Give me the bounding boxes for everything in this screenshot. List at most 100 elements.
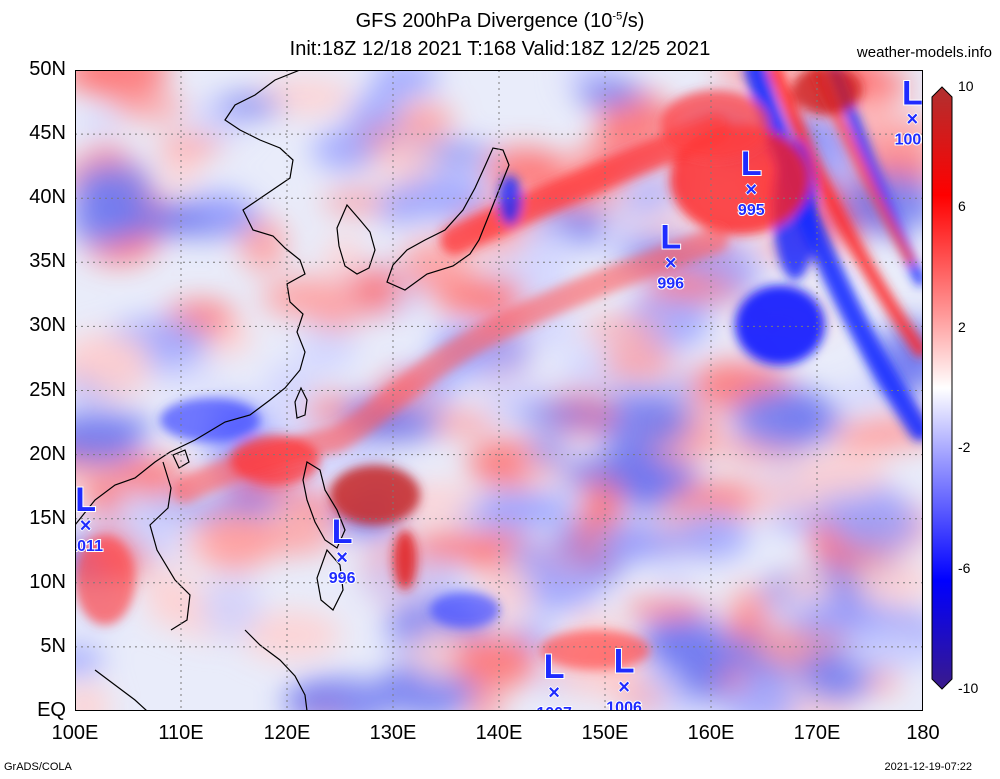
low-center-marker: × (618, 677, 630, 699)
lat-label: 20N (29, 442, 66, 465)
field-patch (601, 345, 676, 381)
field-patch (589, 391, 692, 452)
lon-label: 150E (581, 722, 629, 744)
field-patch (656, 564, 694, 590)
colorbar (931, 86, 953, 690)
field-patch (75, 413, 157, 434)
field-patch (453, 632, 539, 690)
low-symbol: L (902, 75, 923, 113)
divergence-core (660, 90, 770, 160)
divergence-core (792, 70, 862, 115)
lat-label: 45N (29, 122, 66, 145)
field-patch (198, 509, 274, 573)
graticule (75, 70, 923, 711)
field-patch (239, 217, 287, 272)
source-label: weather-models.info (856, 44, 992, 61)
field-patch (747, 478, 830, 513)
field-patch (75, 192, 144, 245)
lon-label: 100E (51, 722, 99, 744)
field-patch (719, 680, 802, 711)
field-patch (575, 77, 644, 107)
colorbar-tick-label: -6 (958, 559, 971, 576)
field-patch (312, 128, 379, 171)
philippine-islands (316, 548, 344, 611)
divergence-bands (75, 70, 923, 670)
field-patch (113, 94, 189, 121)
field-patch (828, 495, 921, 552)
colorbar-tick-label: -2 (958, 439, 971, 456)
lat-label: 10N (29, 570, 66, 593)
low-pressure-center: L×996 (656, 217, 685, 293)
low-pressure-center: L×1006 (605, 642, 643, 711)
lat-label: 30N (29, 314, 66, 337)
field-patch (841, 627, 923, 671)
convergence-band (744, 70, 923, 441)
field-patch (119, 456, 186, 497)
convergence-core (498, 175, 522, 225)
field-patch (848, 560, 923, 606)
convergence-core (160, 398, 260, 442)
field-patch (161, 148, 202, 190)
lon-label: 140E (475, 722, 523, 744)
field-patch (802, 600, 895, 636)
low-pressure-value: 995 (738, 202, 765, 219)
low-pressure-center: L×1011 (75, 480, 104, 556)
divergence-band (768, 70, 923, 357)
divergence-core (230, 435, 320, 485)
field-patch (261, 276, 360, 320)
field-patch (377, 186, 422, 226)
low-center-marker: × (665, 252, 677, 274)
low-pressure-value: 1007 (536, 705, 572, 711)
field-patch (829, 421, 913, 451)
field-patch (200, 575, 263, 639)
low-center-marker: × (336, 547, 348, 569)
field-patch (146, 366, 222, 388)
field-patch (623, 598, 710, 620)
low-center-marker: × (907, 109, 919, 131)
field-patch (837, 381, 883, 411)
plot-frame (75, 70, 923, 711)
field-patch (75, 682, 111, 711)
japan-coast (386, 147, 510, 291)
hainan-coast (172, 449, 190, 469)
field-patch (479, 492, 579, 527)
low-pressure-value: 996 (329, 570, 356, 587)
field-patch (675, 511, 750, 560)
field-patch (590, 523, 690, 562)
timestamp: 2021-12-19-07:22 (884, 761, 972, 773)
field-patch (75, 336, 149, 356)
colorbar-tick-label: 6 (958, 198, 966, 215)
korea-coast (336, 203, 376, 275)
convergence-core (735, 285, 825, 365)
field-patch (529, 438, 567, 464)
asia-coast (75, 70, 306, 526)
colorbar-tick-label: 2 (958, 318, 966, 335)
divergence-core (540, 630, 650, 670)
field-patch (264, 362, 317, 415)
field-patch (75, 645, 104, 675)
field-patch (630, 187, 667, 210)
peninsula-coast (149, 461, 191, 631)
low-pressure-value: 996 (657, 275, 684, 292)
low-pressure-value: 1006 (606, 700, 642, 711)
field-patch (156, 134, 224, 156)
low-pressure-center: L×995 (737, 144, 766, 220)
field-patch (514, 402, 605, 428)
divergence-core (75, 535, 135, 625)
lat-label: 35N (29, 250, 66, 273)
field-patch (730, 586, 770, 617)
lat-label: 25N (29, 378, 66, 401)
field-patch (75, 70, 169, 101)
field-patch (144, 566, 192, 627)
sumatra-coast (94, 669, 148, 711)
lon-label: 170E (793, 722, 841, 744)
low-symbol: L (614, 643, 635, 681)
field-patch (204, 192, 250, 228)
lat-label: 50N (29, 58, 66, 80)
divergence-maximum (330, 465, 420, 525)
field-patch (674, 639, 730, 702)
field-patch (216, 94, 283, 117)
field-patch (372, 70, 439, 98)
